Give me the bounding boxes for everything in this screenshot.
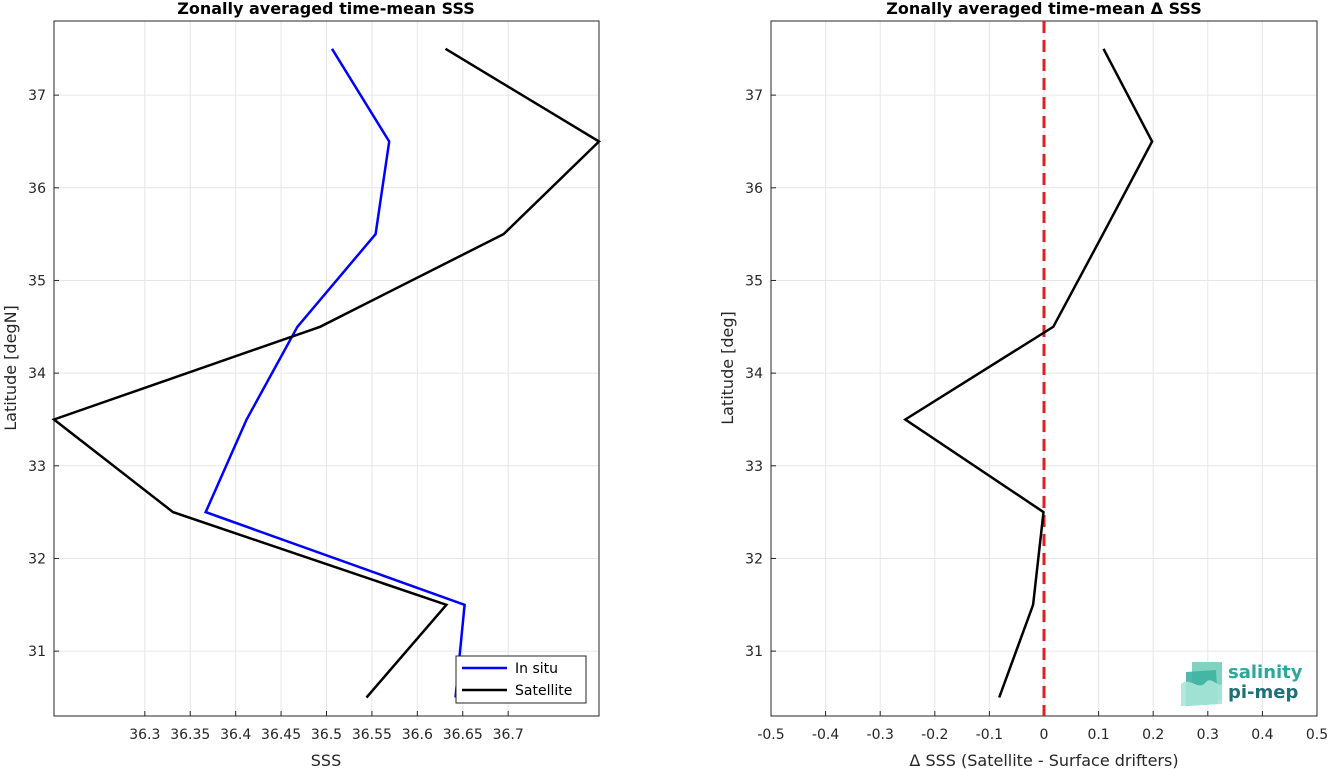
- sss-grid: [54, 21, 599, 716]
- sss-satellite-line: [51, 47, 602, 699]
- sss-x-tick-label: 36.7: [493, 727, 524, 743]
- logo-line2: pi-mep: [1228, 682, 1298, 703]
- delta-sss-y-tick-label: 34: [745, 366, 763, 382]
- legend-box: [455, 655, 587, 704]
- sss-y-tick-label: 33: [28, 459, 46, 475]
- sss-x-tick-label: 36.65: [443, 727, 483, 743]
- delta-sss-y-axis-label: Latitude [deg]: [718, 311, 737, 425]
- logo-wave-icon: [1181, 662, 1222, 706]
- sss-y-tick-label: 32: [28, 551, 46, 567]
- legend-in-situ-label: In situ: [515, 661, 558, 677]
- delta-sss-y-tick-label: 33: [745, 459, 763, 475]
- delta-sss-y-tick-label: 36: [745, 181, 763, 197]
- delta-sss-x-tick-label: 0.3: [1197, 727, 1219, 743]
- delta-sss-panel: Zonally averaged time-mean Δ SSS -0.5 -0.…: [718, 0, 1328, 769]
- delta-sss-x-tick-label: -0.2: [921, 727, 948, 743]
- logo-line1: salinity: [1228, 662, 1303, 683]
- delta-sss-x-tick-label: 0.2: [1142, 727, 1164, 743]
- sss-y-axis-label: Latitude [degN]: [1, 305, 20, 431]
- delta-sss-x-tick-label: 0.1: [1087, 727, 1109, 743]
- delta-sss-x-tick-label: -0.5: [757, 727, 784, 743]
- sss-series: [51, 47, 602, 699]
- sss-x-axis-label: SSS: [311, 751, 341, 769]
- sss-y-ticks: 31 32 33 34 35 36 37: [28, 88, 59, 660]
- delta-sss-y-ticks: 31 32 33 34 35 36 37: [745, 88, 776, 660]
- delta-sss-x-tick-label: 0.5: [1306, 727, 1328, 743]
- sss-x-tick-label: 36.55: [352, 727, 392, 743]
- sss-y-tick-label: 35: [28, 273, 46, 289]
- delta-sss-y-tick-label: 31: [745, 644, 763, 660]
- delta-sss-x-tick-label: -0.1: [976, 727, 1003, 743]
- sss-y-tick-label: 31: [28, 644, 46, 660]
- sss-x-tick-label: 36.3: [129, 727, 160, 743]
- sss-x-tick-label: 36.5: [311, 727, 342, 743]
- sss-x-tick-label: 36.35: [170, 727, 210, 743]
- delta-sss-chart-title: Zonally averaged time-mean Δ SSS: [886, 0, 1202, 18]
- delta-sss-x-tick-label: -0.4: [812, 727, 839, 743]
- delta-sss-x-tick-label: 0.4: [1251, 727, 1273, 743]
- delta-sss-y-tick-label: 35: [745, 273, 763, 289]
- legend: In situ Satellite: [455, 655, 587, 704]
- delta-sss-y-tick-label: 32: [745, 551, 763, 567]
- delta-sss-delta-line: [903, 48, 1154, 698]
- delta-sss-x-axis-label: Δ SSS (Satellite - Surface drifters): [909, 751, 1178, 769]
- sss-chart-title: Zonally averaged time-mean SSS: [177, 0, 475, 18]
- delta-sss-y-tick-label: 37: [745, 88, 763, 104]
- salinity-pi-mep-logo: salinity pi-mep: [1181, 662, 1303, 706]
- delta-sss-x-ticks: -0.5 -0.4 -0.3 -0.2 -0.1 0 0.1 0.2 0.3 0.4 0.5: [757, 711, 1328, 743]
- sss-y-tick-label: 36: [28, 181, 46, 197]
- delta-sss-x-tick-label: 0: [1040, 727, 1049, 743]
- legend-satellite-label: Satellite: [515, 683, 572, 699]
- sss-in-situ-line: [204, 48, 466, 698]
- delta-sss-x-tick-label: -0.3: [867, 727, 894, 743]
- sss-x-tick-label: 36.6: [402, 727, 433, 743]
- sss-panel: Zonally averaged time-mean SSS 36.3 36.35…: [1, 0, 602, 769]
- sss-y-tick-label: 37: [28, 88, 46, 104]
- sss-x-tick-label: 36.45: [261, 727, 301, 743]
- sss-x-tick-label: 36.4: [220, 727, 251, 743]
- sss-x-ticks: 36.3 36.35 36.4 36.45 36.5 36.55 36.6 36.65 36.7: [129, 711, 524, 743]
- delta-sss-series: [903, 48, 1154, 698]
- sss-y-tick-label: 34: [28, 366, 46, 382]
